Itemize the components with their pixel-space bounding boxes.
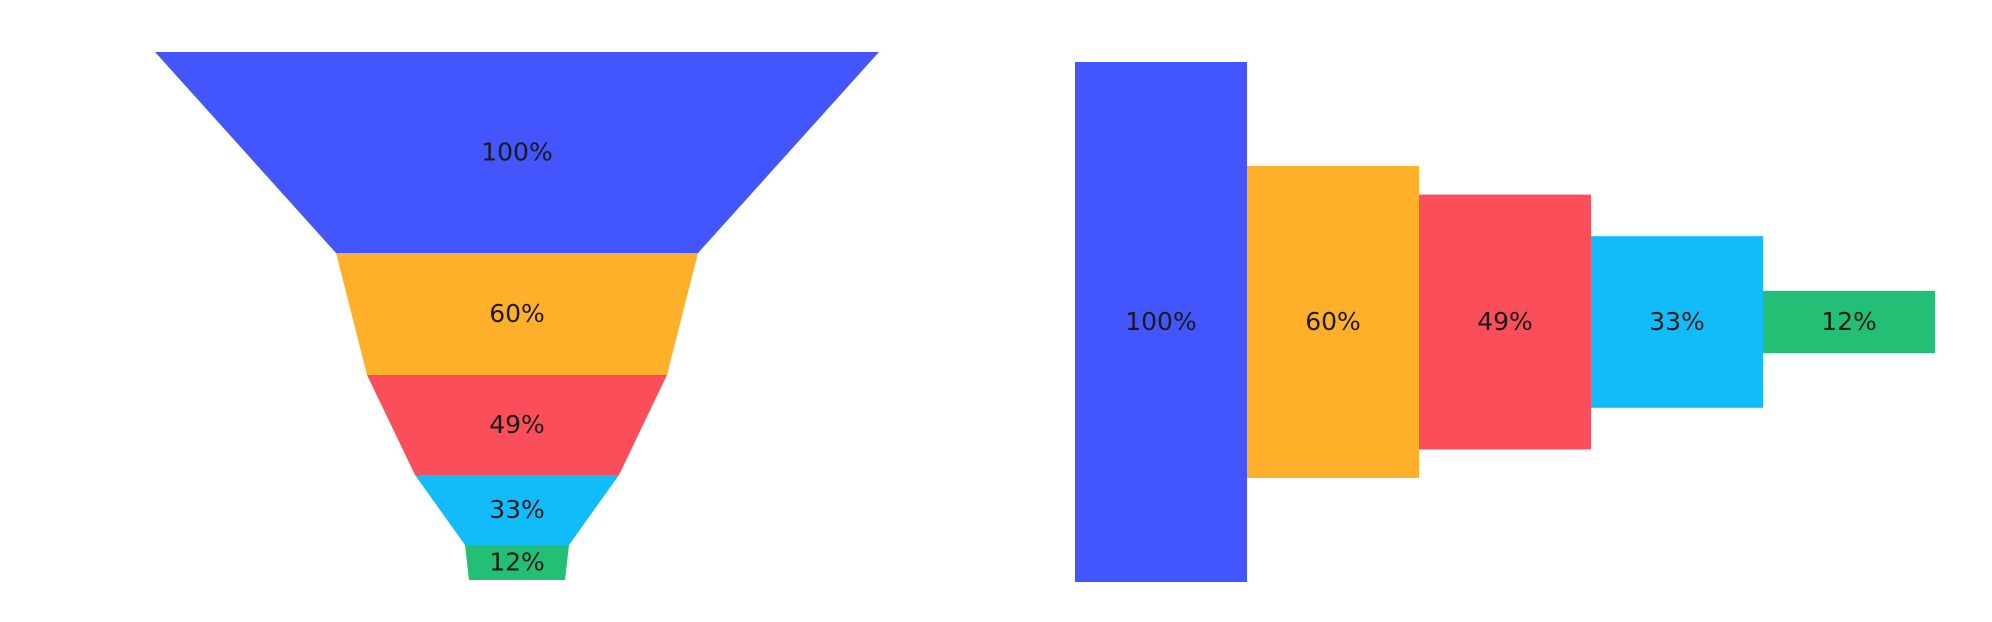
- bar-value-label: 49%: [1477, 307, 1533, 336]
- bar-rect[interactable]: [1591, 236, 1763, 408]
- bar-value-label: 33%: [1649, 307, 1705, 336]
- bar-rect-group: [1075, 62, 1935, 582]
- bar-chart-panel: 100% 60% 49% 33% 12%: [1000, 0, 1992, 622]
- funnel-segment-label: 12%: [489, 548, 545, 577]
- funnel-segment[interactable]: [367, 375, 667, 475]
- funnel-segment[interactable]: [155, 52, 879, 253]
- funnel-segment[interactable]: [415, 475, 619, 545]
- funnel-segment-label: 100%: [481, 138, 552, 167]
- funnel-segment-label: 49%: [489, 410, 545, 439]
- bar-chart-svg: 100% 60% 49% 33% 12%: [1075, 62, 1935, 582]
- funnel-chart-svg: 100% 60% 49% 33% 12%: [155, 52, 879, 580]
- bar-value-label: 60%: [1305, 307, 1361, 336]
- bar-value-label: 12%: [1821, 307, 1877, 336]
- funnel-segment-label: 60%: [489, 299, 545, 328]
- funnel-chart-panel: 100% 60% 49% 33% 12%: [155, 52, 879, 580]
- bar-label-group: 100% 60% 49% 33% 12%: [1125, 307, 1877, 336]
- funnel-label-group: 100% 60% 49% 33% 12%: [481, 138, 552, 577]
- funnel-segment-group: [155, 52, 879, 580]
- funnel-segment[interactable]: [336, 253, 698, 375]
- funnel-segment-label: 33%: [489, 495, 545, 524]
- bar-rect[interactable]: [1075, 62, 1247, 582]
- bar-rect[interactable]: [1763, 290, 1935, 354]
- bar-value-label: 100%: [1125, 307, 1196, 336]
- bar-rect[interactable]: [1419, 194, 1591, 450]
- funnel-segment[interactable]: [465, 545, 569, 580]
- bar-rect[interactable]: [1247, 166, 1419, 478]
